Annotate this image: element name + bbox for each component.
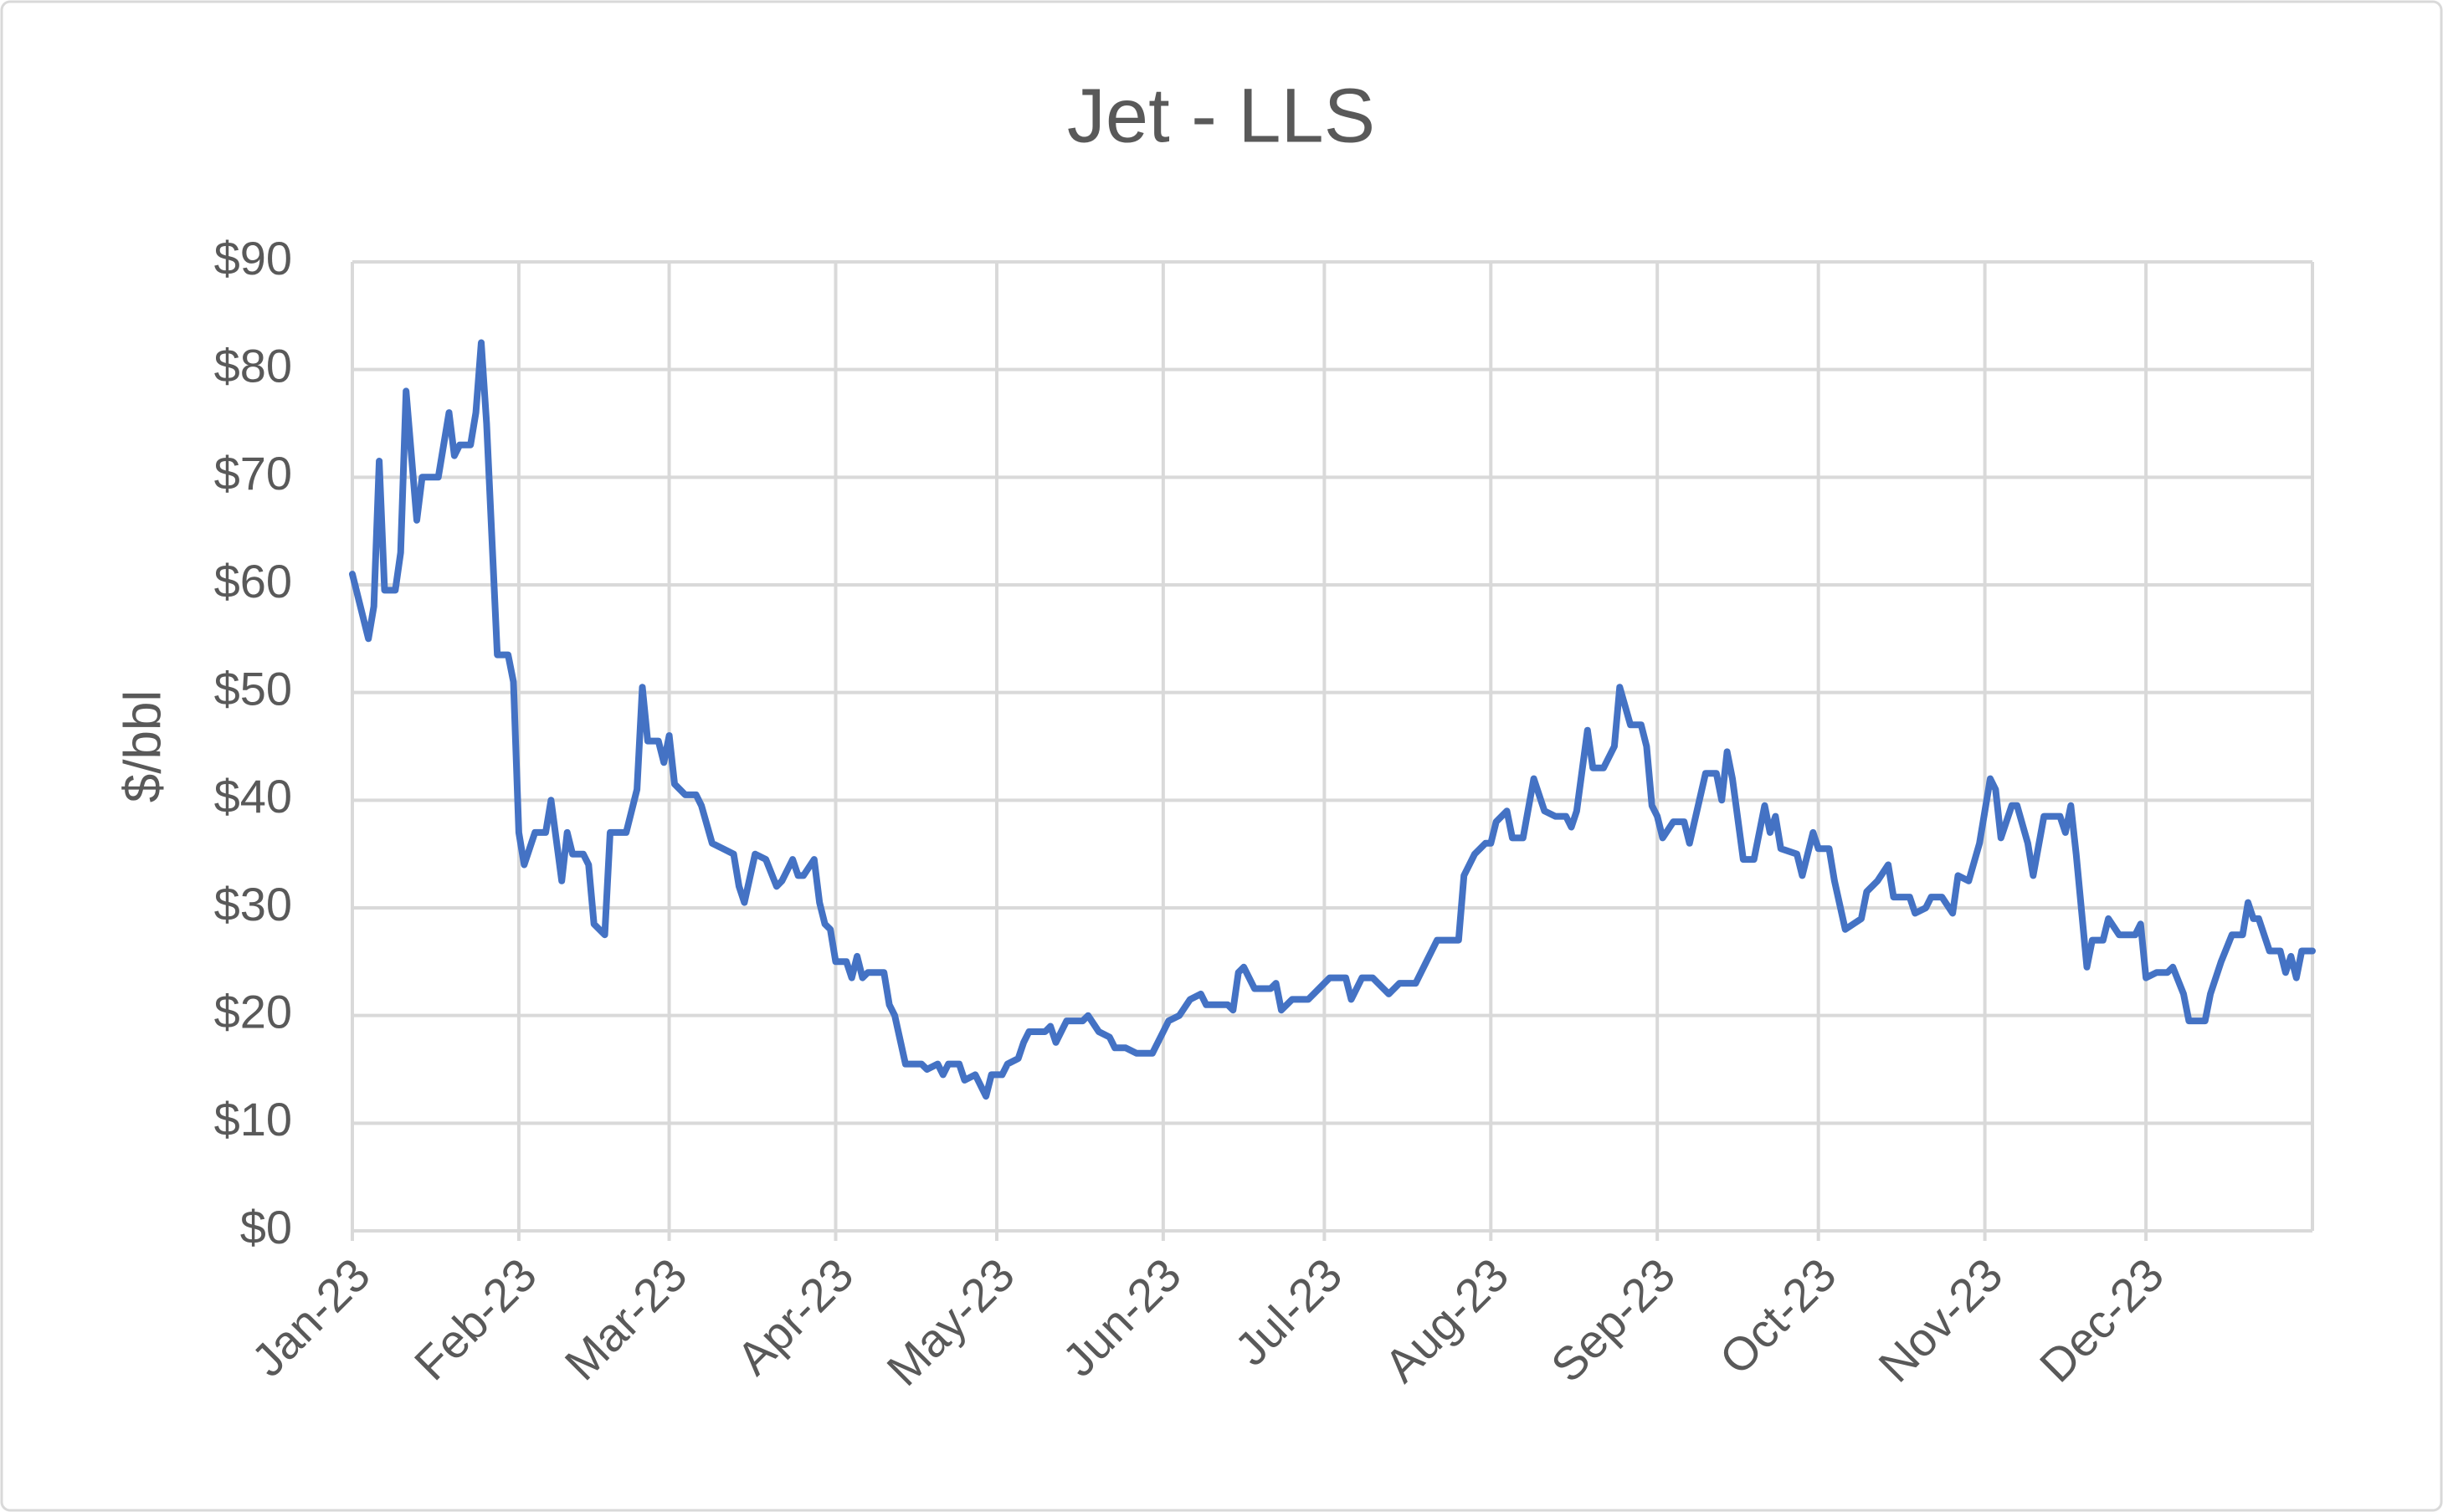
y-tick-label: $80	[214, 339, 292, 392]
y-tick-label: $20	[214, 985, 292, 1038]
y-tick-label: $90	[214, 232, 292, 284]
y-tick-label: $0	[240, 1201, 292, 1253]
y-tick-label: $60	[214, 555, 292, 607]
y-tick-label: $30	[214, 878, 292, 930]
y-tick-label: $50	[214, 662, 292, 715]
chart-title: Jet - LLS	[1067, 73, 1375, 158]
y-tick-label: $10	[214, 1093, 292, 1146]
y-tick-label: $70	[214, 447, 292, 500]
y-axis-title: $/bbl	[114, 690, 172, 802]
y-tick-label: $40	[214, 770, 292, 823]
data-line	[349, 339, 2316, 1100]
